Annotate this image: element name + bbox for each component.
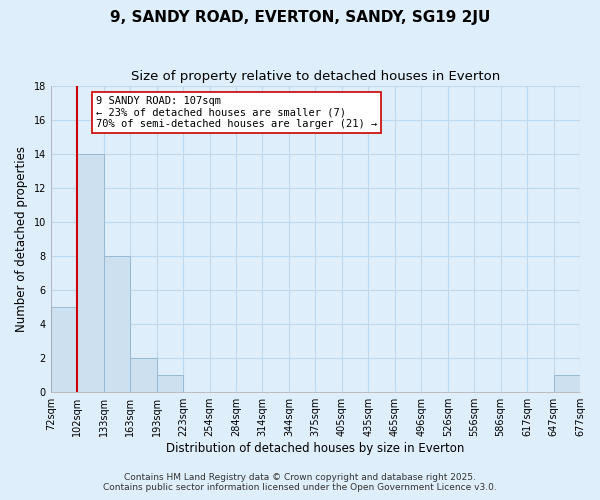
Bar xyxy=(157,375,183,392)
Bar xyxy=(554,375,580,392)
Y-axis label: Number of detached properties: Number of detached properties xyxy=(15,146,28,332)
Bar xyxy=(130,358,157,392)
Text: 9, SANDY ROAD, EVERTON, SANDY, SG19 2JU: 9, SANDY ROAD, EVERTON, SANDY, SG19 2JU xyxy=(110,10,490,25)
Text: 9 SANDY ROAD: 107sqm
← 23% of detached houses are smaller (7)
70% of semi-detach: 9 SANDY ROAD: 107sqm ← 23% of detached h… xyxy=(96,96,377,129)
Bar xyxy=(77,154,104,392)
Bar xyxy=(51,307,77,392)
Text: Contains HM Land Registry data © Crown copyright and database right 2025.
Contai: Contains HM Land Registry data © Crown c… xyxy=(103,473,497,492)
Bar xyxy=(104,256,130,392)
Title: Size of property relative to detached houses in Everton: Size of property relative to detached ho… xyxy=(131,70,500,83)
X-axis label: Distribution of detached houses by size in Everton: Distribution of detached houses by size … xyxy=(166,442,464,455)
